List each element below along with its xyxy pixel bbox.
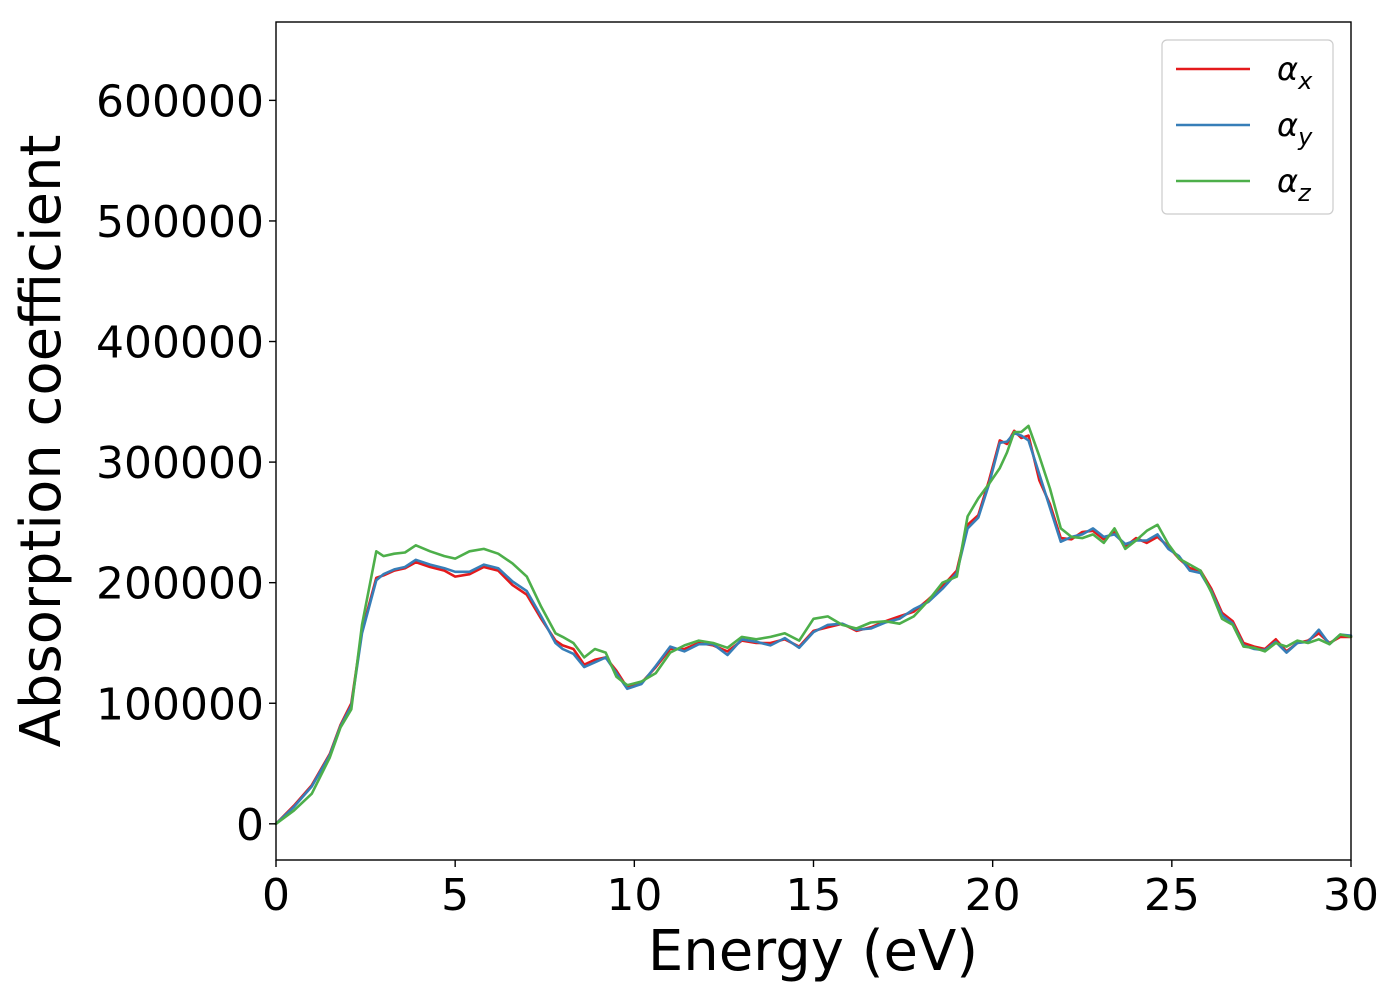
legend-label-z: αz (1277, 162, 1312, 207)
legend-label-x: αx (1277, 50, 1313, 95)
x-tick-label: 30 (1323, 870, 1379, 921)
legend-symbol: α (1277, 162, 1298, 200)
legend-subscript: x (1297, 67, 1313, 95)
y-tick-label: 500000 (96, 197, 264, 248)
x-tick-label: 5 (441, 870, 469, 921)
x-tick-label: 20 (965, 870, 1021, 921)
y-tick-label: 0 (236, 800, 264, 851)
legend-box (1161, 39, 1334, 215)
y-tick-label: 300000 (96, 438, 264, 489)
series-line-y (274, 431, 1353, 826)
x-tick-label: 0 (262, 870, 290, 921)
legend-label-y: αy (1277, 106, 1313, 151)
x-tick-label: 25 (1144, 870, 1200, 921)
x-tick-label: 10 (606, 870, 662, 921)
legend-symbol: α (1277, 106, 1298, 144)
x-tick-label: 15 (786, 870, 842, 921)
x-axis-ticks: 0 5 10 15 20 25 30 (262, 860, 1379, 921)
y-tick-label: 100000 (96, 679, 264, 730)
y-tick-label: 200000 (96, 559, 264, 610)
y-axis-label: Absorption coefficient (9, 135, 74, 748)
legend-subscript: z (1297, 179, 1312, 207)
series-layer (274, 424, 1353, 826)
legend-symbol: α (1277, 50, 1298, 88)
x-axis-label: Energy (eV) (648, 919, 978, 984)
series-line-z (274, 424, 1353, 826)
y-tick-label: 600000 (96, 76, 264, 127)
y-tick-label: 400000 (96, 318, 264, 369)
y-axis-ticks: 0 100000 200000 300000 400000 500000 600000 (96, 76, 276, 851)
legend-subscript: y (1297, 123, 1313, 151)
